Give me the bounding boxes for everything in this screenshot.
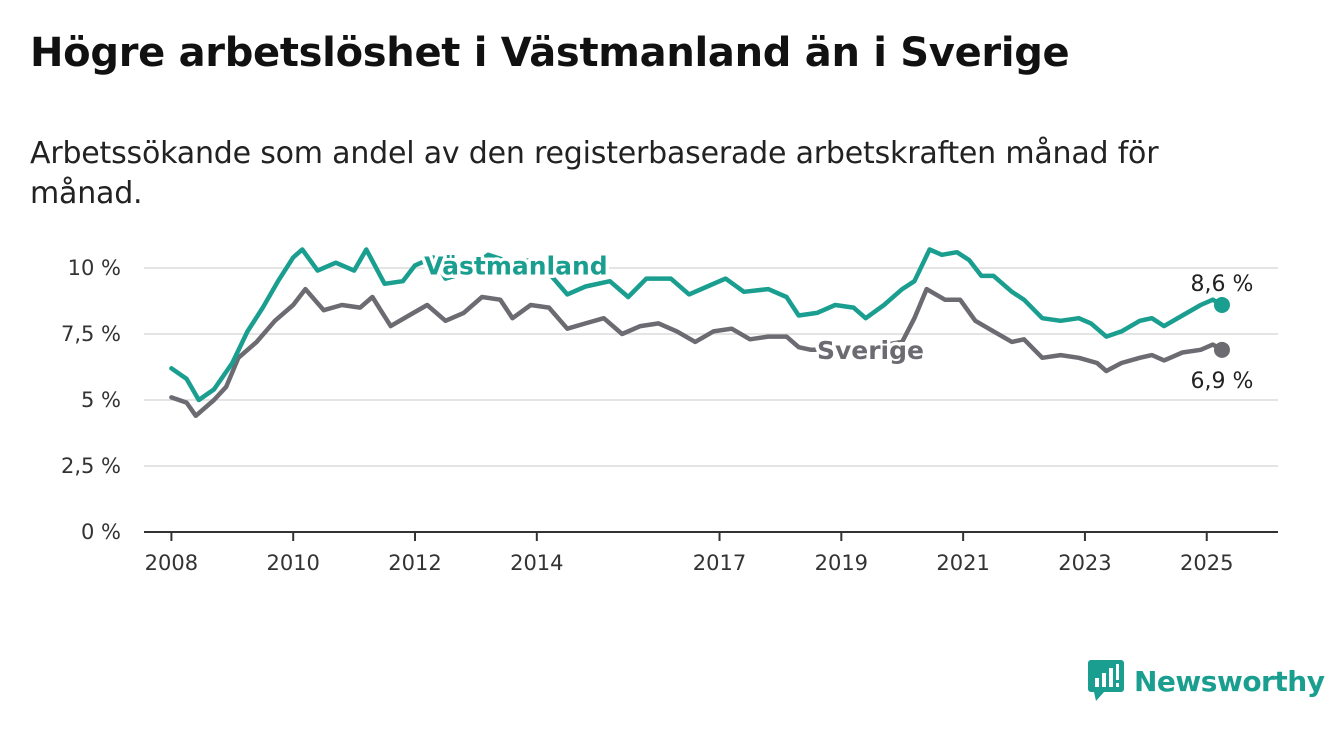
y-tick-label: 7,5 % [61, 322, 121, 346]
x-tick-label: 2023 [1058, 551, 1111, 575]
y-tick-label: 2,5 % [61, 454, 121, 478]
x-tick-label: 2025 [1180, 551, 1233, 575]
y-tick-label: 0 % [81, 520, 121, 544]
chart-title: Högre arbetslöshet i Västmanland än i Sv… [30, 30, 1070, 76]
x-tick-label: 2008 [145, 551, 198, 575]
series-end-point [1213, 341, 1230, 358]
series-line-sverige [169, 286, 1225, 419]
series-end-value: 8,6 % [1191, 272, 1254, 297]
brand-name: Newsworthy [1134, 664, 1325, 698]
x-tick-label: 2019 [815, 551, 868, 575]
series-end-value: 6,9 % [1191, 369, 1254, 394]
series-labels: Västmanland 8,6 % Sverige 6,9 % [421, 248, 1256, 396]
chart-subtitle: Arbetssökande som andel av den registerb… [30, 136, 1159, 211]
x-axis: 2008 2010 2012 2014 2017 2019 2021 2023 2025 [144, 531, 1278, 575]
x-tick-label: 2012 [388, 551, 441, 575]
bar-chart-logo-icon [1088, 660, 1124, 701]
series-lines [169, 247, 1230, 419]
y-axis-tick-labels: 0 % 2,5 % 5 % 7,5 % 10 % [61, 256, 121, 544]
series-label: Västmanland [424, 251, 608, 280]
x-tick-label: 2010 [266, 551, 319, 575]
x-tick-label: 2021 [936, 551, 989, 575]
newsworthy-logo: Newsworthy [1088, 660, 1325, 702]
series-end-point [1213, 296, 1230, 313]
x-tick-label: 2017 [693, 551, 746, 575]
x-tick-label: 2014 [510, 551, 563, 575]
series-label: Sverige [817, 336, 924, 365]
series-line-västmanland [169, 247, 1225, 403]
y-tick-label: 5 % [81, 388, 121, 412]
y-tick-label: 10 % [68, 256, 121, 280]
